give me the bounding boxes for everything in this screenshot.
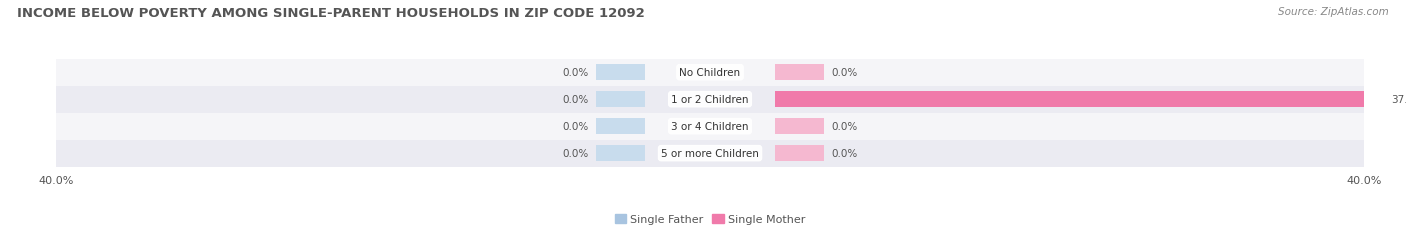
Text: Source: ZipAtlas.com: Source: ZipAtlas.com xyxy=(1278,7,1389,17)
Bar xyxy=(776,119,824,135)
Text: 0.0%: 0.0% xyxy=(562,95,589,105)
Bar xyxy=(776,65,824,81)
Bar xyxy=(56,113,1364,140)
Text: 3 or 4 Children: 3 or 4 Children xyxy=(671,122,749,132)
Bar xyxy=(596,119,644,135)
Bar xyxy=(596,92,644,108)
Bar xyxy=(596,146,644,161)
Text: 0.0%: 0.0% xyxy=(831,122,858,132)
Text: 0.0%: 0.0% xyxy=(562,68,589,78)
Bar xyxy=(56,86,1364,113)
Text: INCOME BELOW POVERTY AMONG SINGLE-PARENT HOUSEHOLDS IN ZIP CODE 12092: INCOME BELOW POVERTY AMONG SINGLE-PARENT… xyxy=(17,7,644,20)
Bar xyxy=(776,92,1385,108)
Bar xyxy=(596,65,644,81)
Bar xyxy=(776,146,824,161)
Text: 0.0%: 0.0% xyxy=(831,68,858,78)
Text: 0.0%: 0.0% xyxy=(562,149,589,158)
Bar xyxy=(56,140,1364,167)
Text: No Children: No Children xyxy=(679,68,741,78)
Text: 0.0%: 0.0% xyxy=(562,122,589,132)
Text: 5 or more Children: 5 or more Children xyxy=(661,149,759,158)
Legend: Single Father, Single Mother: Single Father, Single Mother xyxy=(610,210,810,229)
Bar xyxy=(56,59,1364,86)
Text: 37.3%: 37.3% xyxy=(1392,95,1406,105)
Text: 1 or 2 Children: 1 or 2 Children xyxy=(671,95,749,105)
Text: 0.0%: 0.0% xyxy=(831,149,858,158)
